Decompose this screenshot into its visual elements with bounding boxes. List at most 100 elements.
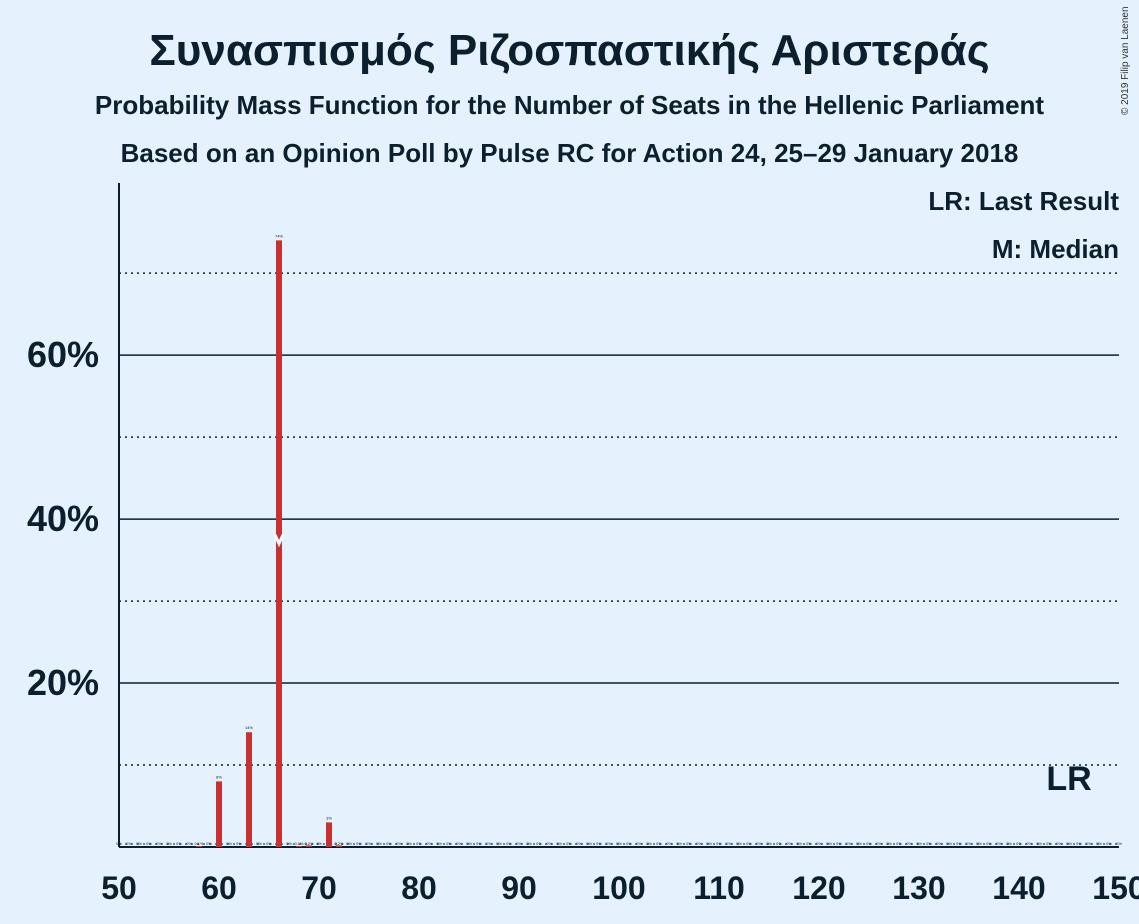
bar-value-label-99: 0%	[606, 841, 612, 846]
bar-value-label-85: 0%	[466, 841, 472, 846]
bar-value-label-113: 0%	[746, 841, 752, 846]
bar-value-label-58: 0.1%	[194, 841, 204, 846]
bar-value-label-77: 0%	[386, 841, 392, 846]
bar-value-label-88: 0%	[496, 841, 502, 846]
bar-value-label-147: 0%	[1086, 841, 1092, 846]
x-tick-label-50: 50	[101, 870, 137, 906]
bar-value-label-134: 0%	[956, 841, 962, 846]
bar-value-label-117: 0%	[786, 841, 792, 846]
y-tick-label-60: 60%	[27, 334, 99, 375]
bar-value-label-82: 0%	[436, 841, 442, 846]
bar-value-label-50: 0%	[116, 841, 122, 846]
bar-value-label-100: 0%	[616, 841, 622, 846]
bar-value-label-87: 0%	[486, 841, 492, 846]
bar-value-label-90: 0%	[516, 841, 522, 846]
bar-value-label-148: 0%	[1096, 841, 1102, 846]
bar-value-label-114: 0%	[756, 841, 762, 846]
bar-value-label-74: 0%	[356, 841, 362, 846]
bar-value-label-64: 0%	[256, 841, 262, 846]
bar-value-label-150: 0%	[1116, 841, 1122, 846]
x-tick-label-110: 110	[693, 870, 745, 906]
bar-value-label-61: 0%	[226, 841, 232, 846]
bar-value-label-80: 0%	[416, 841, 422, 846]
bar-value-label-70: 0%	[316, 841, 322, 846]
bar-value-label-76: 0%	[376, 841, 382, 846]
bar-value-label-122: 0%	[836, 841, 842, 846]
bar-value-label-51: 0%	[126, 841, 132, 846]
bar-value-label-73: 0%	[346, 841, 352, 846]
bar-value-label-146: 0%	[1076, 841, 1082, 846]
bar-value-label-118: 0%	[796, 841, 802, 846]
bar-value-label-108: 0%	[696, 841, 702, 846]
bar-value-label-125: 0%	[866, 841, 872, 846]
bar-value-label-81: 0%	[426, 841, 432, 846]
bar-value-label-129: 0%	[906, 841, 912, 846]
bar-seat-68	[296, 846, 302, 847]
x-tick-label-80: 80	[401, 870, 437, 906]
bar-value-label-93: 0%	[546, 841, 552, 846]
chart-subtitle-source: Based on an Opinion Poll by Pulse RC for…	[120, 138, 1019, 168]
bar-value-label-132: 0%	[936, 841, 942, 846]
bar-value-label-53: 0%	[146, 841, 152, 846]
bar-seat-63	[246, 732, 252, 847]
bar-value-label-127: 0%	[886, 841, 892, 846]
bar-value-label-111: 0%	[726, 841, 732, 846]
bar-value-label-67: 0%	[286, 841, 292, 846]
bar-value-label-109: 0%	[706, 841, 712, 846]
x-tick-label-140: 140	[992, 870, 1045, 906]
bar-value-label-133: 0%	[946, 841, 952, 846]
bar-value-label-79: 0%	[406, 841, 412, 846]
bar-value-label-71: 3%	[326, 815, 332, 820]
bar-value-label-52: 0%	[136, 841, 142, 846]
bar-value-label-95: 0%	[566, 841, 572, 846]
bar-value-label-84: 0%	[456, 841, 462, 846]
bar-value-label-138: 0%	[996, 841, 1002, 846]
bar-value-label-63: 14%	[245, 725, 253, 730]
bar-value-label-116: 0%	[776, 841, 782, 846]
bar-value-label-101: 0%	[626, 841, 632, 846]
bar-value-label-119: 0%	[806, 841, 812, 846]
bar-value-label-103: 0%	[646, 841, 652, 846]
x-tick-label-60: 60	[201, 870, 237, 906]
bar-value-label-131: 0%	[926, 841, 932, 846]
bar-value-label-55: 0%	[166, 841, 172, 846]
bar-seat-60	[216, 781, 222, 847]
bar-value-label-89: 0%	[506, 841, 512, 846]
bar-value-label-56: 0%	[176, 841, 182, 846]
bar-value-label-123: 0%	[846, 841, 852, 846]
bar-value-label-145: 0%	[1066, 841, 1072, 846]
bar-value-label-86: 0%	[476, 841, 482, 846]
bar-value-label-78: 0%	[396, 841, 402, 846]
bar-value-label-57: 0%	[186, 841, 192, 846]
x-tick-label-120: 120	[792, 870, 845, 906]
bar-value-label-68: 0.1%	[294, 841, 304, 846]
bar-value-label-83: 0%	[446, 841, 452, 846]
median-marker	[273, 534, 285, 548]
bar-value-label-126: 0%	[876, 841, 882, 846]
bar-value-label-72: 0.2%	[334, 841, 344, 846]
bar-value-label-143: 0%	[1046, 841, 1052, 846]
bar-value-label-124: 0%	[856, 841, 862, 846]
y-tick-label-40: 40%	[27, 498, 99, 539]
bar-value-label-149: 0%	[1106, 841, 1112, 846]
legend-median: M: Median	[991, 234, 1119, 264]
bar-value-label-60: 8%	[216, 774, 222, 779]
bar-value-label-144: 0%	[1056, 841, 1062, 846]
bar-value-label-141: 0%	[1026, 841, 1032, 846]
legend-last-result: LR: Last Result	[928, 186, 1119, 216]
bar-value-label-54: 0%	[156, 841, 162, 846]
bar-value-label-142: 0%	[1036, 841, 1042, 846]
bar-value-label-105: 0%	[666, 841, 672, 846]
bar-value-label-102: 0%	[636, 841, 642, 846]
bar-value-label-115: 0%	[766, 841, 772, 846]
bar-value-label-104: 0%	[656, 841, 662, 846]
bar-value-label-110: 0%	[716, 841, 722, 846]
bar-value-label-128: 0%	[896, 841, 902, 846]
bar-value-label-59: 0%	[206, 841, 212, 846]
chart-title: Συνασπισμός Ριζοσπαστικής Αριστεράς	[149, 26, 990, 75]
bar-value-label-62: 0%	[236, 841, 242, 846]
bar-value-label-91: 0%	[526, 841, 532, 846]
x-tick-label-150: 150	[1092, 870, 1139, 906]
bar-value-label-130: 0%	[916, 841, 922, 846]
